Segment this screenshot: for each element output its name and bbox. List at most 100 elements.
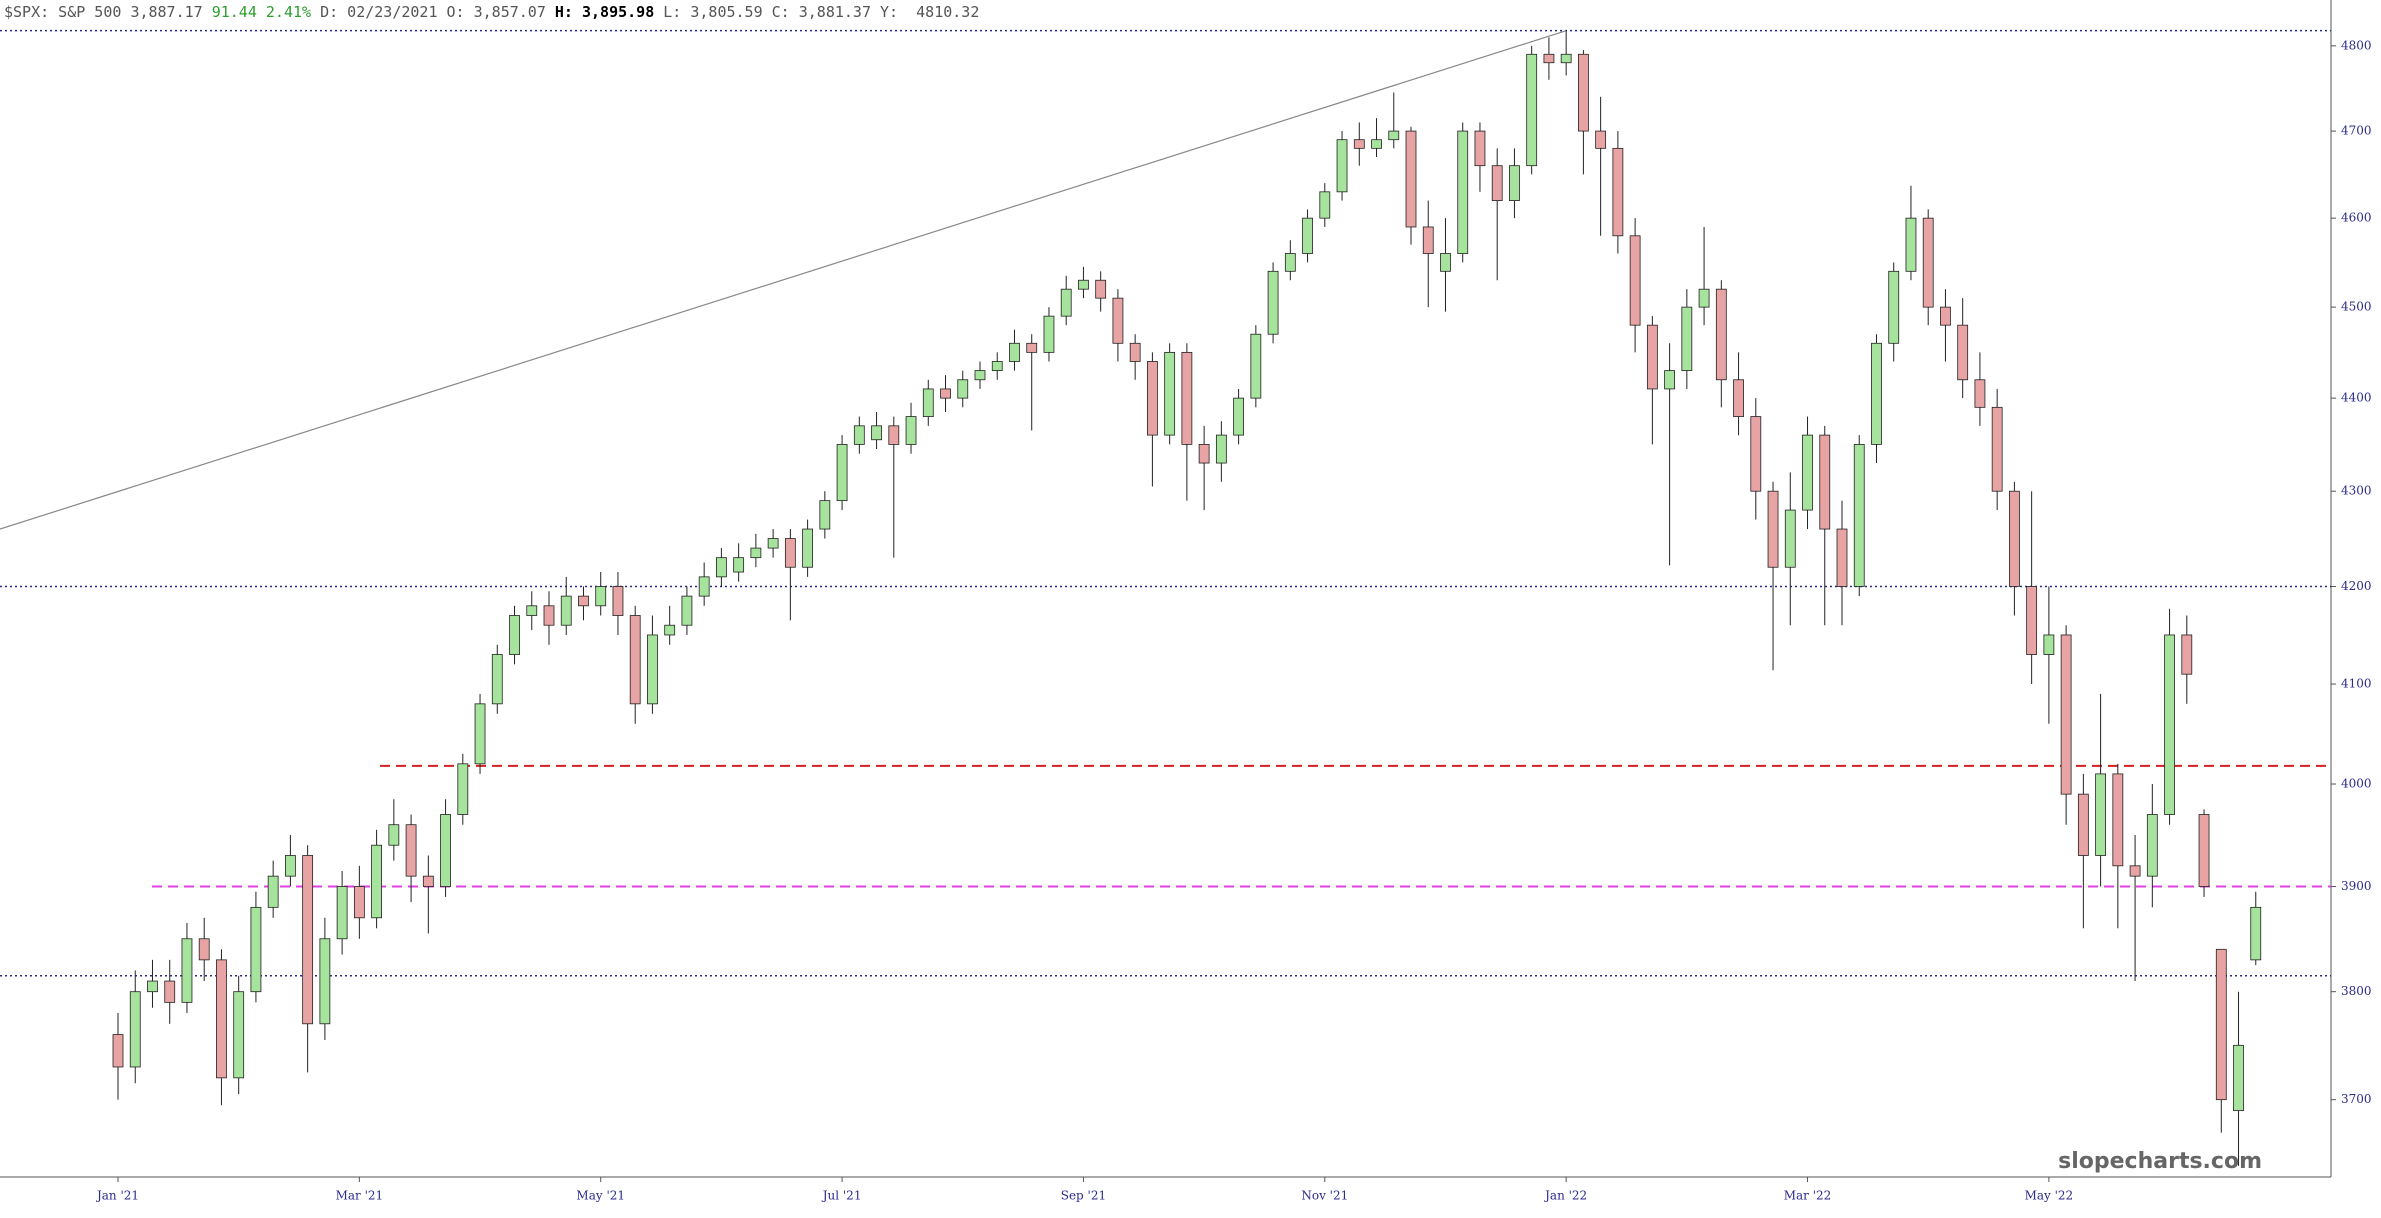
candle-body (1905, 217, 1917, 272)
y-tick-label: 4600 (2341, 211, 2372, 225)
y-tick-label: 3800 (2341, 984, 2372, 998)
candle-body (819, 500, 831, 530)
candle-body (560, 595, 572, 626)
y-tick-label: 4800 (2341, 38, 2372, 52)
candle-body (1009, 342, 1020, 362)
x-tick-label: May '22 (2025, 1189, 2074, 1203)
candle-body (1112, 297, 1124, 344)
candle-body (1957, 324, 1969, 381)
x-tick-label: Nov '21 (1301, 1189, 1348, 1203)
candle-body (284, 855, 296, 877)
candle-body (1198, 443, 1210, 464)
candle-body (974, 370, 986, 381)
candle-body (1267, 270, 1279, 335)
candle-body (250, 906, 262, 993)
candle-body (440, 814, 451, 887)
candle-body (1336, 139, 1348, 193)
candle-body (1095, 279, 1107, 299)
candle-body (1612, 147, 1624, 237)
candle-body (491, 654, 503, 705)
candle-body (1664, 370, 1675, 390)
candle-body (147, 980, 158, 993)
candle-body (2095, 773, 2107, 856)
candle-body (233, 991, 245, 1079)
candle-body (2198, 814, 2210, 887)
candle-body (1233, 397, 1244, 436)
candle-body (802, 528, 813, 568)
y-label: Y: (880, 3, 899, 21)
x-tick-label: Mar '21 (336, 1189, 384, 1203)
candle-body (319, 938, 331, 1025)
candle-body (2009, 490, 2020, 587)
candle-body (836, 443, 848, 502)
candle-body (1371, 139, 1382, 149)
candle-body (647, 634, 658, 705)
candle-body (1922, 217, 1934, 308)
y-tick-label: 4300 (2341, 484, 2372, 498)
high: 3,895.98 (582, 3, 655, 21)
candle-body (1784, 509, 1796, 568)
candle-body (2250, 906, 2262, 961)
candle-body (1026, 342, 1038, 353)
candle-body (2043, 634, 2055, 655)
candle-body (629, 615, 641, 705)
candle-body (2146, 814, 2158, 877)
candle-body (1853, 443, 1865, 587)
x-tick-label: May '21 (576, 1189, 625, 1203)
candle-body (2181, 634, 2193, 675)
candle-body (198, 938, 210, 961)
y-tick-label: 3700 (2341, 1092, 2372, 1106)
candle-body (1474, 130, 1486, 167)
candle-body (1353, 139, 1365, 149)
x-tick-label: Mar '22 (1784, 1189, 1832, 1203)
candle-body (2164, 634, 2175, 815)
candle-body (733, 557, 745, 573)
candle-body (1802, 434, 1813, 511)
open: O: 3,857.07 (446, 3, 546, 21)
candle-body (664, 624, 676, 636)
candle-body (905, 416, 917, 445)
candle-body (940, 388, 951, 399)
y-tick-label: 4400 (2341, 391, 2372, 405)
candle-body (681, 595, 693, 626)
candle-body (129, 991, 141, 1068)
candle-body (698, 576, 710, 597)
candle-body (1078, 279, 1089, 290)
candle-body (888, 425, 900, 445)
y-value: 4810.32 (916, 3, 980, 21)
y-tick-label: 4700 (2341, 124, 2372, 138)
candle-body (1129, 342, 1141, 362)
candle-body (767, 538, 779, 549)
candle-body (2026, 586, 2038, 655)
candle-body (1543, 53, 1555, 64)
y-tick-label: 4200 (2341, 579, 2372, 593)
candle-body (1871, 342, 1882, 445)
candle-body (1457, 130, 1469, 254)
change: 91.44 (211, 3, 257, 21)
candle-body (1164, 351, 1176, 436)
candle-body (1250, 333, 1262, 399)
candle-body (181, 938, 193, 1003)
candle-body (405, 824, 417, 877)
candle-body (1681, 306, 1693, 372)
candle-body (612, 586, 624, 616)
candle-body (1319, 191, 1331, 219)
candle-body (543, 605, 555, 626)
close: C: 3,881.37 (771, 3, 871, 21)
candle-body (336, 886, 348, 940)
candle-body (595, 586, 607, 607)
candle-body (164, 980, 176, 1003)
candle-body (1405, 130, 1417, 228)
candle-body (526, 605, 538, 616)
candle-body (784, 538, 796, 568)
symbol: $SPX: S&P 500 (4, 3, 122, 21)
candle-body (922, 388, 934, 417)
candle-body (2060, 634, 2072, 795)
candle-body (2077, 793, 2089, 856)
candle-body (1560, 53, 1572, 64)
y-tick-label: 4000 (2341, 777, 2372, 791)
candle-body (853, 425, 865, 445)
x-tick-label: Jan '21 (95, 1189, 139, 1203)
candle-body (1819, 434, 1831, 530)
candle-body (1767, 490, 1779, 568)
